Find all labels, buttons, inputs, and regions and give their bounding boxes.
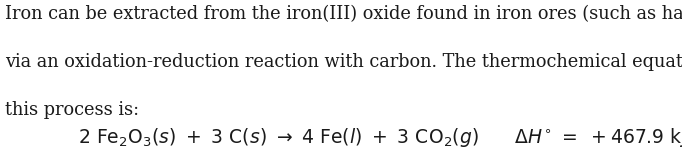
- Text: Iron can be extracted from the iron(III) oxide found in iron ores (such as haema: Iron can be extracted from the iron(III)…: [5, 5, 682, 23]
- Text: via an oxidation-reduction reaction with carbon. The thermochemical equation for: via an oxidation-reduction reaction with…: [5, 53, 682, 71]
- Text: this process is:: this process is:: [5, 101, 140, 119]
- Text: $\mathrm{2\ Fe_2O_3(\mathit{s})\ +\ 3\ C(\mathit{s})\ \rightarrow\ 4\ Fe(\mathit: $\mathrm{2\ Fe_2O_3(\mathit{s})\ +\ 3\ C…: [78, 126, 682, 149]
